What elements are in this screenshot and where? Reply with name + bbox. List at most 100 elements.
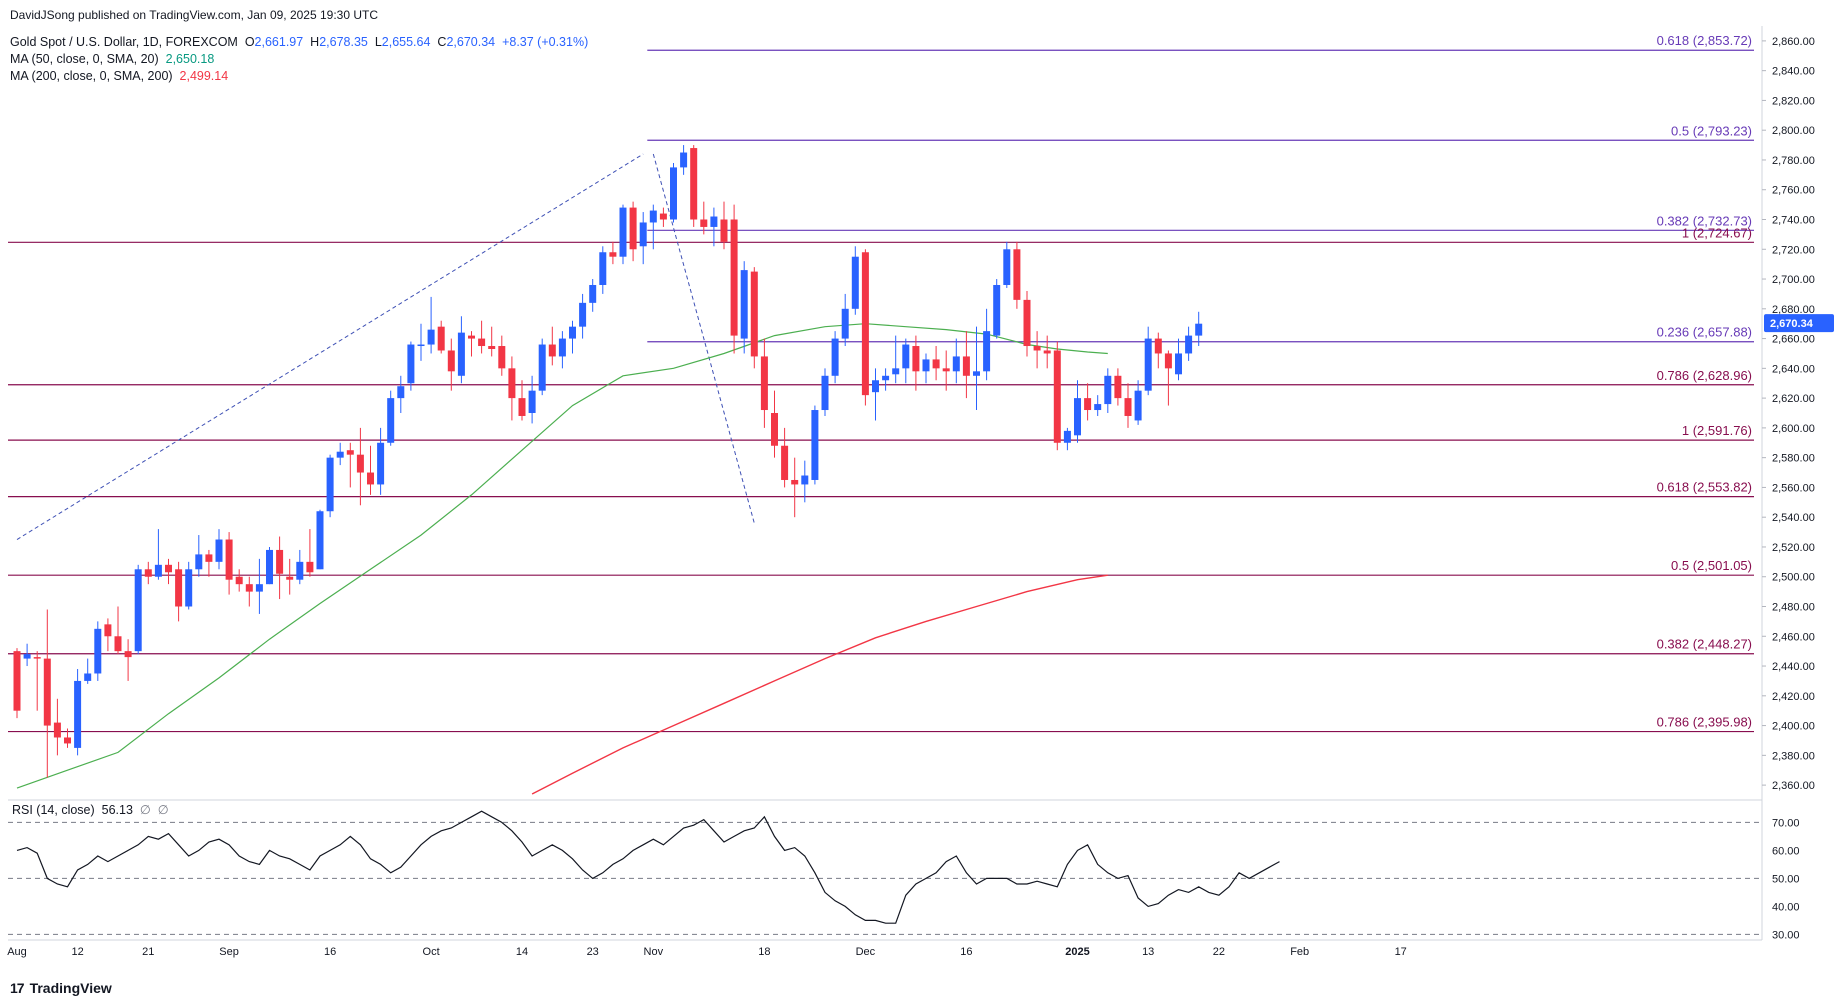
current-price-badge	[1764, 314, 1834, 333]
price-tick-label: 2,560.00	[1772, 482, 1815, 494]
candle-body	[447, 350, 455, 372]
open-label: O	[244, 35, 255, 49]
candle-body	[983, 331, 991, 372]
symbol-label[interactable]: Gold Spot / U.S. Dollar, 1D, FOREXCOM	[10, 35, 238, 49]
candle-body	[1053, 350, 1061, 443]
price-tick-label: 2,360.00	[1772, 780, 1815, 792]
candle-body	[488, 346, 496, 349]
candle-body	[225, 539, 233, 580]
ma50-row[interactable]: MA (50, close, 0, SMA, 20) 2,650.18	[10, 51, 588, 68]
fib-label: 0.382 (2,448.27)	[1657, 637, 1752, 652]
date-tick-label: 23	[587, 946, 599, 958]
ma200-row[interactable]: MA (200, close, 0, SMA, 200) 2,499.14	[10, 68, 588, 85]
candle-body	[367, 472, 374, 485]
candle-body	[528, 390, 536, 413]
low-value: 2,655.64	[381, 35, 431, 49]
candle-body	[730, 219, 738, 336]
chart-legend: Gold Spot / U.S. Dollar, 1D, FOREXCOM O 2…	[10, 34, 588, 85]
change-value: +8.37 (+0.31%)	[502, 35, 589, 49]
moving-averages	[16, 323, 1108, 795]
ma50-label: MA (50, close, 0, SMA, 20)	[10, 52, 159, 66]
candle-body	[962, 356, 970, 376]
fib-label: 0.618 (2,553.82)	[1657, 480, 1752, 495]
rsi-value: 56.13	[101, 803, 133, 817]
fib-label: 0.786 (2,628.96)	[1657, 368, 1752, 383]
price-tick-label: 2,820.00	[1772, 95, 1815, 107]
date-tick-label: Aug	[7, 946, 27, 958]
candle-body	[700, 219, 708, 227]
date-tick-label: 21	[142, 946, 154, 958]
candle-body	[932, 359, 940, 369]
candle-body	[43, 658, 51, 726]
candle-body	[942, 368, 950, 372]
price-tick-label: 2,460.00	[1772, 631, 1815, 643]
fib-label: 0.382 (2,732.73)	[1657, 213, 1752, 228]
candle-body	[791, 479, 799, 485]
date-tick-label: 22	[1213, 946, 1225, 958]
high-value: 2,678.35	[319, 35, 368, 49]
date-tick-label: Nov	[644, 946, 664, 958]
date-tick-label: 18	[758, 946, 770, 958]
candle-body	[13, 651, 21, 711]
rsi-tick-label: 50.00	[1772, 873, 1800, 885]
date-tick-label: Dec	[856, 946, 876, 958]
candle-body	[993, 284, 1001, 336]
candle-body	[84, 673, 92, 681]
date-tick-label: Sep	[219, 946, 239, 958]
candle-body	[538, 344, 546, 391]
candle-body	[94, 628, 102, 674]
rsi-label: RSI (14, close)	[12, 803, 95, 817]
trend-line	[652, 153, 755, 524]
candle-body	[407, 344, 415, 384]
candle-body	[801, 475, 809, 485]
candle-body	[33, 657, 41, 659]
candle-body	[1195, 323, 1203, 336]
ma200-label: MA (200, close, 0, SMA, 200)	[10, 69, 173, 83]
candle-body	[387, 398, 395, 443]
close-value: 2,670.34	[446, 35, 496, 49]
rsi-extra-2: ∅	[157, 803, 169, 817]
tradingview-logo[interactable]: 17 TradingView	[10, 980, 112, 996]
candle-body	[760, 356, 768, 411]
candle-body	[144, 569, 152, 577]
candle-body	[619, 207, 627, 257]
candle-body	[629, 207, 637, 250]
candle-body	[306, 561, 314, 573]
fib-label: 0.5 (2,501.05)	[1671, 558, 1752, 573]
candle-body	[457, 332, 465, 376]
candle-body	[124, 651, 132, 658]
candle-body	[558, 338, 566, 357]
candle-body	[185, 569, 193, 607]
candle-body	[1084, 398, 1092, 411]
date-tick-label: 17	[1395, 946, 1407, 958]
candle-body	[276, 549, 284, 574]
candle-body	[1144, 338, 1152, 391]
candle-body	[912, 346, 920, 372]
candle-body	[165, 564, 172, 573]
candle-body	[841, 308, 849, 339]
candle-body	[417, 344, 425, 347]
candle-body	[53, 722, 61, 738]
fib-label: 0.618 (2,853.72)	[1657, 33, 1752, 48]
candle-body	[670, 167, 677, 220]
close-label: C	[437, 35, 447, 49]
ma200-value: 2,499.14	[179, 69, 229, 83]
rsi-tick-label: 70.00	[1772, 817, 1800, 829]
candle-body	[1013, 249, 1021, 300]
candle-body	[1175, 353, 1182, 375]
candle-body	[104, 624, 112, 637]
candle-body	[296, 561, 304, 580]
price-tick-label: 2,660.00	[1772, 334, 1815, 346]
candle-body	[902, 344, 910, 369]
candle-body	[579, 302, 587, 327]
candle-body	[680, 152, 688, 168]
fib-label: 0.786 (2,395.98)	[1657, 715, 1752, 730]
ma200-line	[531, 574, 1108, 795]
candle-body	[882, 375, 890, 381]
rsi-legend[interactable]: RSI (14, close) 56.13 ∅ ∅	[12, 802, 169, 817]
price-tick-label: 2,540.00	[1772, 512, 1815, 524]
price-tick-label: 2,500.00	[1772, 572, 1815, 584]
candle-body	[872, 380, 879, 393]
candle-body	[1154, 338, 1162, 354]
